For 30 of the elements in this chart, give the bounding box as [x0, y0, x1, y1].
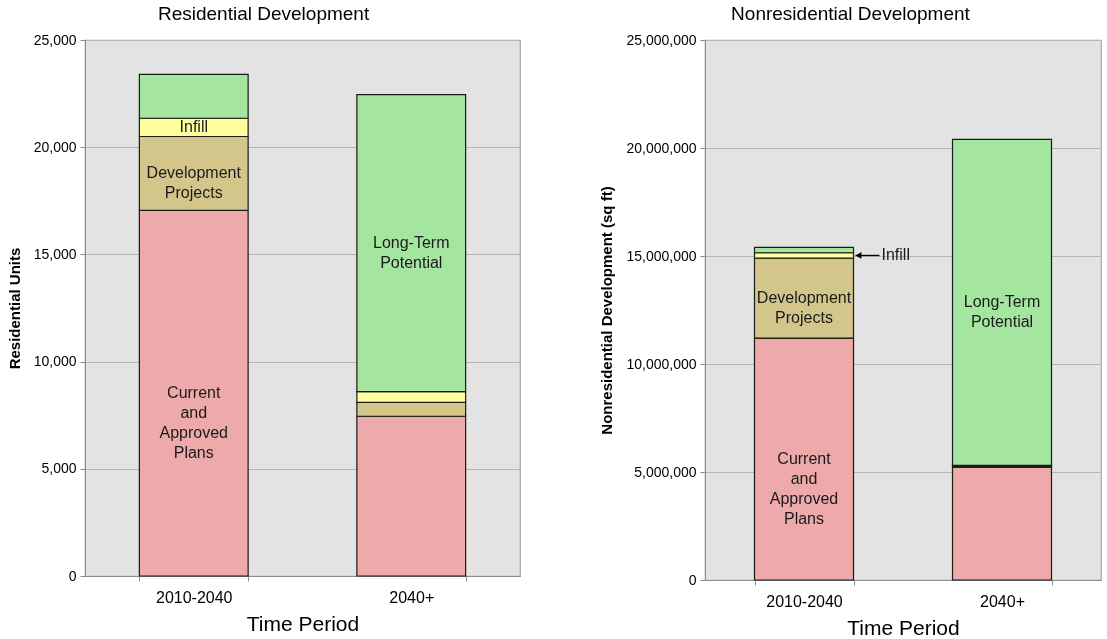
x-tick-label: 2040+	[980, 592, 1025, 610]
series-label: Long-Term Potential	[963, 293, 1041, 331]
y-axis-title: Nonresidential Development (sq ft)	[598, 186, 616, 435]
y-tick-label: 15,000	[33, 245, 77, 262]
y-tick-label: 5,000,000	[634, 463, 697, 480]
y-tick-label: 0	[68, 567, 77, 584]
y-tick-label: 25,000	[33, 31, 77, 48]
x-tick-label: 2040+	[389, 588, 435, 606]
series-label: Current and Approved Plans	[769, 450, 839, 528]
chart-title: Residential Development	[157, 3, 370, 24]
series-label: Long-Term Potential	[373, 234, 450, 272]
y-tick-label: 10,000	[33, 353, 77, 370]
series-label: Infill	[881, 246, 910, 264]
x-tick-label: 2010-2040	[155, 588, 233, 606]
y-tick-label: 20,000	[33, 138, 77, 155]
series-label: Current and Approved Plans	[159, 384, 228, 462]
x-tick-label: 2010-2040	[766, 592, 843, 610]
chart-title: Nonresidential Development	[731, 3, 971, 24]
y-tick-label: 10,000,000	[626, 355, 697, 372]
y-tick-label: 25,000,000	[626, 31, 697, 48]
x-axis-title: Time Period	[847, 615, 960, 639]
series-label: Infill	[179, 118, 208, 136]
y-tick-label: 15,000,000	[626, 247, 697, 264]
x-axis-title: Time Period	[246, 611, 360, 635]
series-label: Development Projects	[756, 289, 852, 327]
y-tick-label: 5,000	[41, 460, 77, 477]
y-tick-label: 0	[688, 571, 697, 588]
series-label: Development Projects	[146, 164, 242, 202]
y-axis-title: Residential Units	[5, 247, 23, 370]
y-tick-label: 20,000,000	[626, 139, 697, 156]
